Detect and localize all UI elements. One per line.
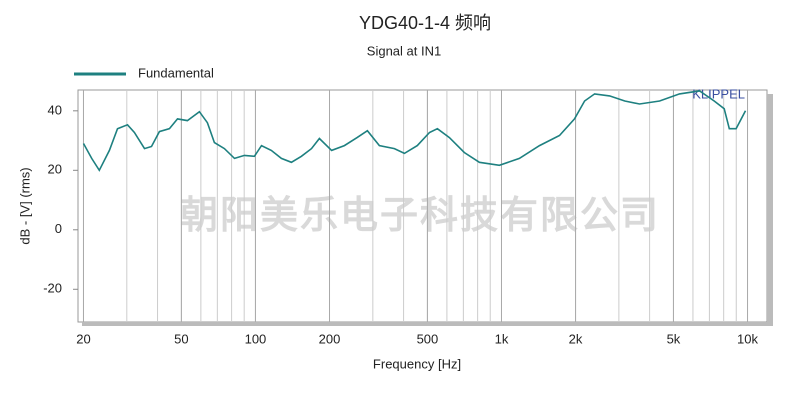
x-tick-label: 200 xyxy=(319,331,341,346)
x-tick-label: 10k xyxy=(737,331,758,346)
watermark: 朝阳美乐电子科技有限公司 xyxy=(180,195,660,237)
x-tick-label: 50 xyxy=(174,331,188,346)
chart-subtitle: Signal at IN1 xyxy=(367,43,441,58)
x-tick-label: 500 xyxy=(417,331,439,346)
x-axis-label: Frequency [Hz] xyxy=(373,356,461,371)
y-tick-label: 40 xyxy=(48,102,62,117)
x-tick-label: 2k xyxy=(569,331,583,346)
y-axis-label: dB - [V] (rms) xyxy=(17,167,32,244)
y-tick-label: -20 xyxy=(43,281,62,296)
chart-title: YDG40-1-4 频响 xyxy=(359,13,491,33)
plot-frame xyxy=(77,89,768,323)
legend-label: Fundamental xyxy=(138,65,214,80)
x-tick-label: 100 xyxy=(245,331,267,346)
frame-shadow xyxy=(767,94,773,326)
x-tick-label: 5k xyxy=(667,331,681,346)
y-tick-label: 20 xyxy=(48,162,62,177)
data-line xyxy=(82,90,747,172)
brand-label: KLIPPEL xyxy=(692,86,745,101)
frame-shadow xyxy=(82,322,773,326)
y-tick-label: 0 xyxy=(55,221,62,236)
x-tick-label: 1k xyxy=(495,331,509,346)
x-tick-label: 20 xyxy=(76,331,90,346)
